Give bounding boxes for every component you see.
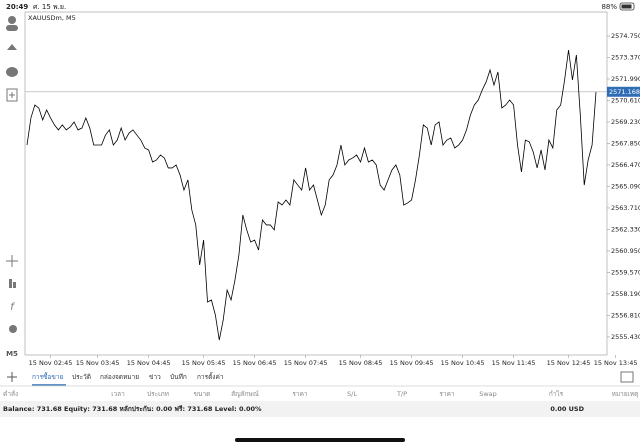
y-tick-label: 2558.190 [611,290,640,298]
x-tick-label: 15 Nov 10:45 [441,359,485,367]
tab[interactable]: กล่องจดหมาย [100,373,139,381]
y-tick-label: 2573.370 [611,53,640,61]
y-tick-label: 2570.610 [611,96,640,104]
add-button[interactable] [7,372,17,382]
timeframe-button[interactable]: M5 [6,350,18,358]
battery-level [621,4,632,9]
x-tick-label: 15 Nov 05:45 [182,359,226,367]
account-icon[interactable] [8,16,16,24]
columns: คำสั่ง เวลา ประเภท ขนาด สัญลักษณ์ ราคา S/L T/P ร… [3,389,638,398]
account-icon-body[interactable] [6,25,18,31]
column-header: เวลา [111,390,125,398]
tab[interactable]: ข่าว [149,373,161,381]
candle-icon[interactable] [9,279,12,288]
y-tick-label: 2567.850 [611,139,640,147]
x-tick-label: 15 Nov 09:45 [390,359,434,367]
tabs: การซื้อขาย ประวัติ กล่องจดหมาย ข่าว บันทึก กา… [32,372,224,386]
x-tick-label: 15 Nov 04:45 [127,359,171,367]
status-time: 20:49 [6,3,28,11]
chart-title: XAUUSDm, M5 [28,14,76,22]
x-tick-label: 15 Nov 07:45 [284,359,328,367]
column-header: Swap [479,390,497,398]
tab[interactable]: การซื้อขาย [32,372,63,381]
crosshair-icon[interactable] [6,255,18,267]
column-header: ราคา [292,390,307,398]
y-tick-label: 2566.470 [611,161,640,169]
trade-icon[interactable] [7,44,17,50]
y-tick-label: 2560.950 [611,247,640,255]
column-header: ประเภท [147,390,169,398]
x-tick-label: 15 Nov 08:45 [339,359,383,367]
left-toolbar[interactable]: f [6,16,18,333]
column-header: สัญลักษณ์ [231,390,259,398]
tab[interactable]: ประวัติ [72,373,91,381]
column-header: S/L [347,390,357,398]
new-order-plus[interactable] [9,92,15,98]
function-icon[interactable]: f [10,302,15,313]
y-tick-label: 2559.570 [611,268,640,276]
home-indicator [235,438,405,442]
current-price-label: 2571.168 [609,88,640,96]
y-tick-label: 2555.430 [611,333,640,341]
x-tick-label: 15 Nov 03:45 [76,359,120,367]
battery-icon [619,2,635,11]
column-header: กำไร [549,390,564,398]
status-date: ศ. 15 พ.ย. [33,3,66,11]
y-tick-label: 2574.750 [611,32,640,40]
y-tick-label: 2556.810 [611,311,640,319]
chart-layer: 2574.750 2573.370 2571.990 2570.610 2569.230… [25,32,640,367]
layout-icon[interactable] [620,371,634,383]
y-tick-label: 2571.990 [611,75,640,83]
y-tick-label: 2565.090 [611,182,640,190]
x-tick-label: 15 Nov 12:45 [547,359,591,367]
x-tick-label: 15 Nov 11:45 [492,359,536,367]
balance-total: 0.00 USD [550,405,584,413]
objects-icon[interactable] [9,325,17,333]
y-tick-label: 2562.330 [611,225,640,233]
tab[interactable]: การตั้งค่า [197,372,224,381]
new-order-icon[interactable] [6,88,18,102]
status-battery: 88% [601,3,617,11]
x-tick-label: 15 Nov 13:45 [594,359,638,367]
column-header: ขนาด [194,390,211,398]
candle-icon-2[interactable] [13,282,16,288]
y-tick-label: 2569.230 [611,118,640,126]
column-header: คำสั่ง [3,389,18,398]
chat-icon[interactable] [6,67,18,77]
tab[interactable]: บันทึก [170,373,187,381]
column-header: ราคา [439,390,454,398]
x-tick-label: 15 Nov 06:45 [233,359,277,367]
column-header: T/P [396,390,407,398]
x-tick-label: 15 Nov 02:45 [29,359,73,367]
y-tick-label: 2563.710 [611,204,640,212]
column-header: หมายเหตุ [612,390,639,398]
balance-row [0,401,640,417]
current-price-box [607,86,640,97]
balance-summary: Balance: 731.68 Equity: 731.68 หลักประกั… [3,405,262,413]
price-line [26,49,597,341]
chart-frame [24,11,608,356]
